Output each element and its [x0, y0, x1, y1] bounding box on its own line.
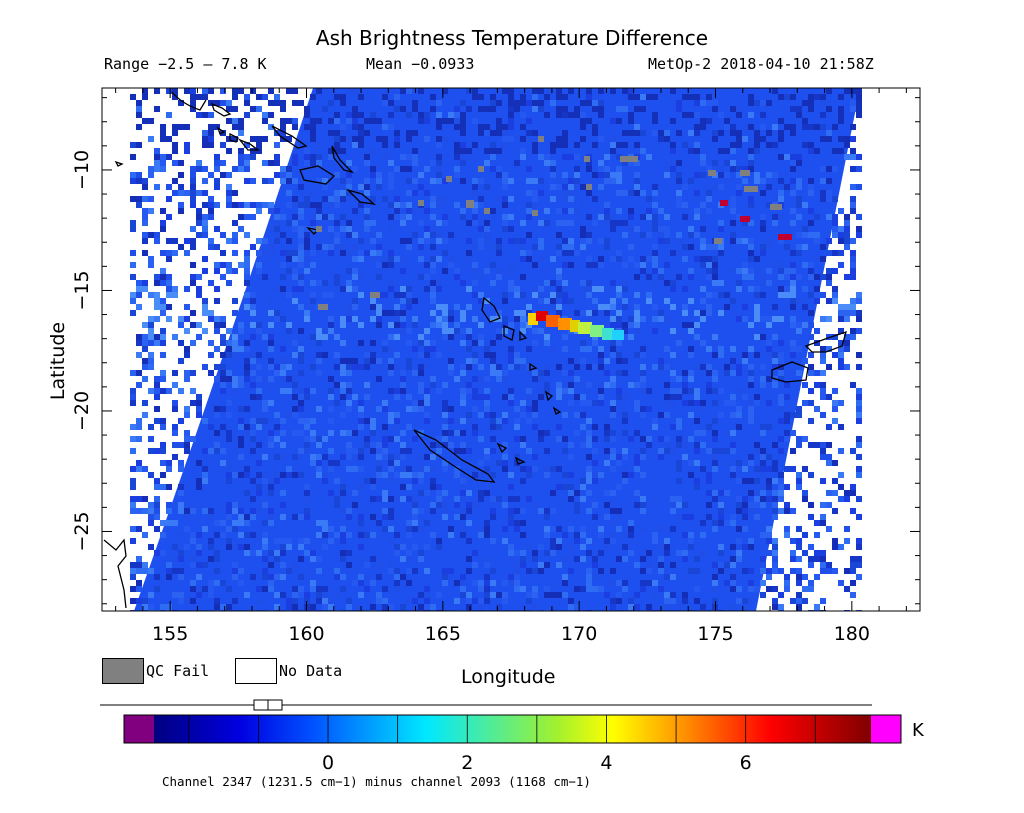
colorbar-gradient — [154, 715, 871, 743]
colorbar-under-swatch — [124, 715, 154, 743]
colorbar-frame — [123, 714, 902, 744]
satellite-time-label: MetOp-2 2018-04-10 21:58Z — [648, 55, 874, 73]
colorbar-over-swatch — [871, 715, 901, 743]
colorbar-ticks: 0 2 4 6 — [188, 715, 816, 774]
y-axis: −10 −15 −20 −25 — [71, 97, 920, 605]
mean-label: Mean −0.0933 — [366, 55, 475, 73]
no-data-swatch — [235, 658, 277, 684]
ash-plume — [528, 311, 624, 340]
colorbar-tick-label: 6 — [740, 752, 752, 774]
y-axis-label: Latitude — [47, 321, 69, 401]
pixel-texture — [130, 88, 862, 611]
y-tick-label: −25 — [71, 511, 93, 551]
range-marker-right — [267, 699, 283, 711]
qc-fail-label: QC Fail — [146, 662, 210, 680]
x-tick-label: 155 — [152, 623, 188, 645]
channel-footnote: Channel 2347 (1231.5 cm−1) minus channel… — [162, 774, 591, 789]
no-data-label: No Data — [279, 662, 343, 680]
y-tick-label: −20 — [71, 391, 93, 431]
y-tick-label: −15 — [71, 270, 93, 310]
x-tick-label: 160 — [288, 623, 324, 645]
y-tick-label: −10 — [71, 150, 93, 190]
swath-layer — [130, 88, 862, 611]
x-tick-label: 165 — [425, 623, 461, 645]
plot-frame — [101, 87, 921, 612]
colorbar-unit: K — [912, 720, 924, 741]
x-axis: 155 160 165 170 175 180 — [115, 88, 907, 645]
colorbar-tick-label: 4 — [600, 752, 612, 774]
hot-pixels — [720, 200, 792, 240]
x-tick-label: 175 — [697, 623, 733, 645]
x-axis-label: Longitude — [461, 666, 556, 688]
range-label: Range −2.5 – 7.8 K — [104, 55, 267, 73]
colorbar-tick-label: 0 — [322, 752, 334, 774]
qc-fail-pixels — [316, 136, 782, 310]
colorbar-tick-label: 2 — [461, 752, 473, 774]
x-tick-label: 170 — [561, 623, 597, 645]
page-title: Ash Brightness Temperature Difference — [315, 26, 709, 50]
qc-fail-swatch — [102, 658, 144, 684]
x-tick-label: 180 — [834, 623, 870, 645]
range-marker-left — [253, 699, 269, 711]
